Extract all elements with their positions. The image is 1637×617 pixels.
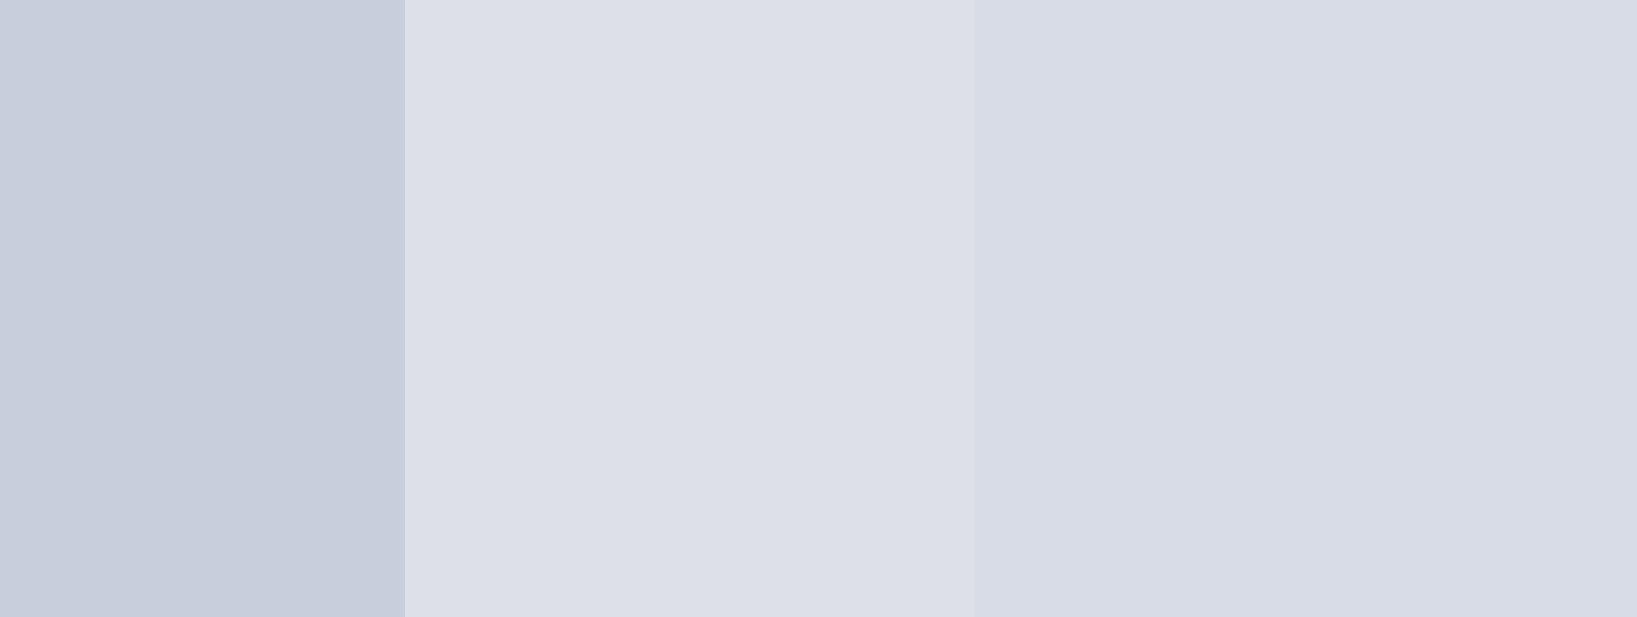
rnn-diagram-figure: 순환 신경망 CBAOAOACBOAOBACOBOCBA 셀hh(은닉 상태)활… [0, 0, 1637, 617]
